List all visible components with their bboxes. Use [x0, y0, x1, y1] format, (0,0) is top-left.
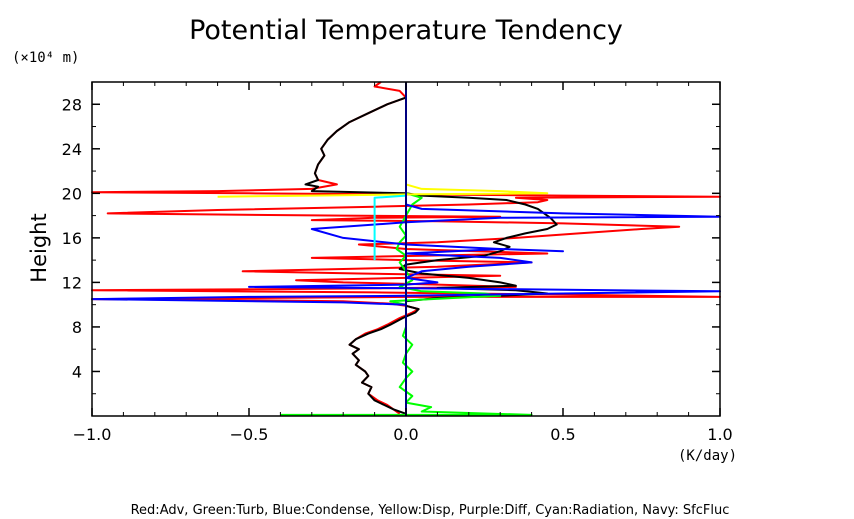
series-line-1: [304, 96, 558, 415]
series-layer: [91, 81, 721, 416]
y-tick-label: 16: [62, 229, 82, 248]
y-tick-label: 20: [62, 184, 82, 203]
ticks-layer: −1.0 −0.5 0.0 0.5 1.0 4 8 12 16 20 24 28: [62, 82, 733, 444]
y-tick-label: 28: [62, 95, 82, 114]
x-unit-label: (K/day): [678, 448, 737, 464]
y-tick-label: 24: [62, 140, 82, 159]
y-tick-label: 4: [72, 362, 82, 381]
x-tick-label: 0.0: [393, 425, 418, 444]
x-tick-label: −0.5: [230, 425, 269, 444]
x-tick-label: 0.5: [550, 425, 575, 444]
legend-text: Red:Adv, Green:Turb, Blue:Condense, Yell…: [131, 503, 730, 518]
y-unit-label: (×10⁴ m): [12, 50, 79, 66]
y-tick-label: 8: [72, 318, 82, 337]
x-tick-label: 1.0: [707, 425, 732, 444]
chart-title: Potential Temperature Tendency: [189, 15, 623, 46]
x-tick-label: −1.0: [73, 425, 112, 444]
series-line-3: [91, 203, 721, 416]
y-axis-label: Height: [27, 213, 51, 282]
series-line-4: [217, 176, 549, 198]
series-line-5: [373, 193, 407, 261]
y-tick-label: 12: [62, 273, 82, 292]
